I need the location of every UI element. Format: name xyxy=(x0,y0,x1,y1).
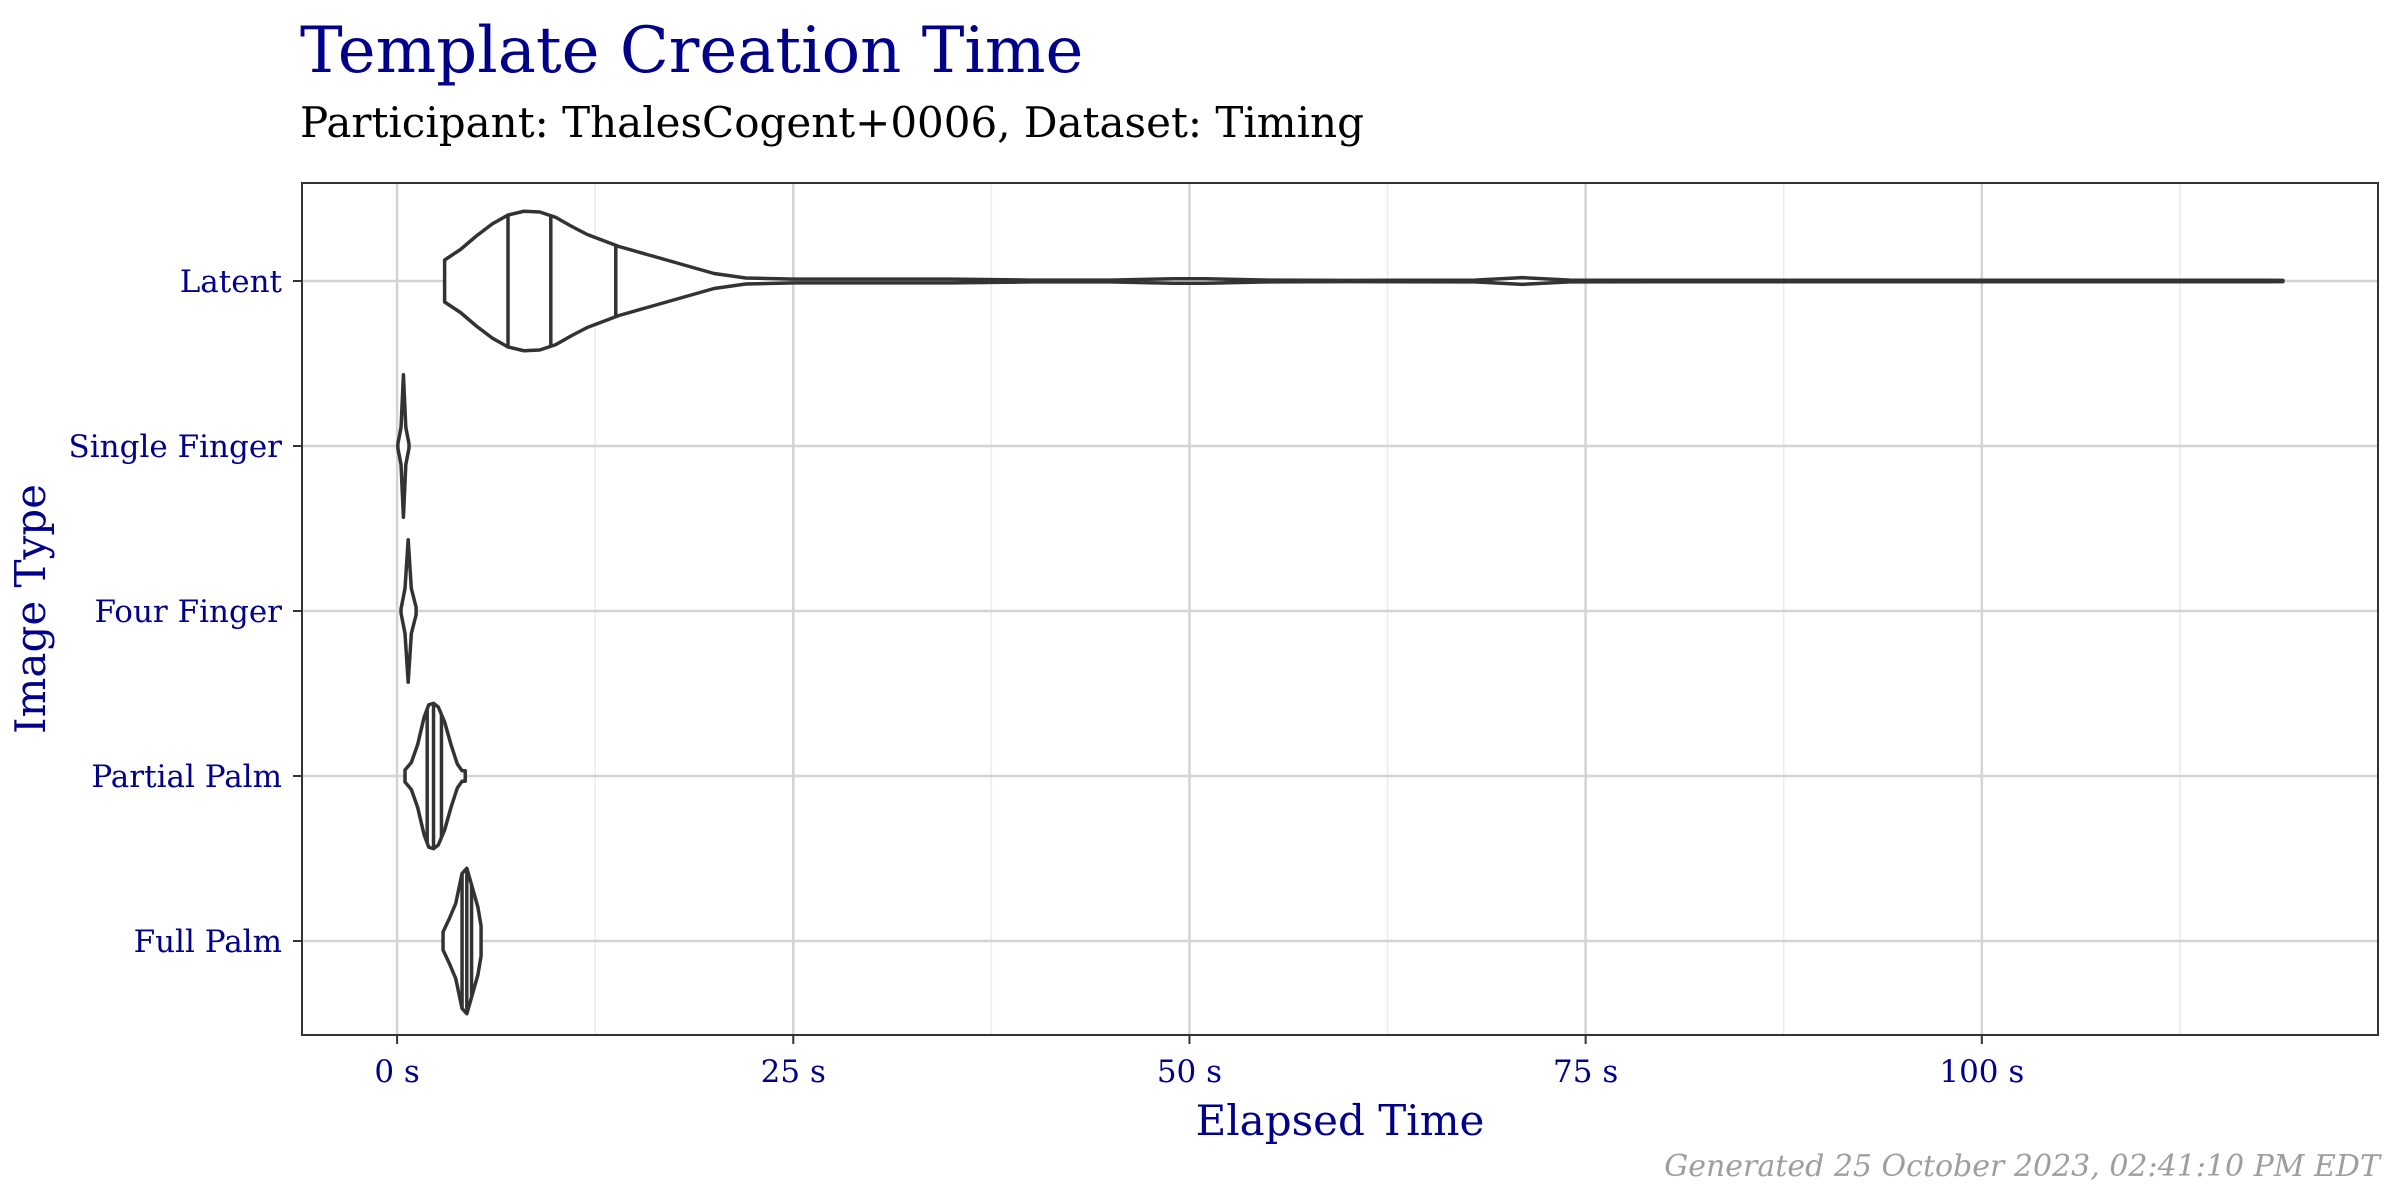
violin-single-finger xyxy=(396,373,411,519)
x-tick-label: 75 s xyxy=(1553,1054,1618,1090)
y-axis-title: Image Type xyxy=(6,484,55,734)
chart-subtitle: Participant: ThalesCogent+0006, Dataset:… xyxy=(300,98,1364,147)
y-tick-label: Single Finger xyxy=(69,429,283,465)
plot-panel-border xyxy=(301,182,2379,1036)
y-tick-label: Four Finger xyxy=(94,594,282,630)
x-axis-title: Elapsed Time xyxy=(1196,1096,1485,1145)
y-tick-label: Latent xyxy=(180,264,283,300)
x-tick-label: 100 s xyxy=(1939,1054,2024,1090)
x-tick-label: 25 s xyxy=(761,1054,826,1090)
chart-title: Template Creation Time xyxy=(300,14,1084,88)
y-tick-label: Full Palm xyxy=(134,924,282,960)
x-tick-label: 50 s xyxy=(1157,1054,1222,1090)
generated-timestamp: Generated 25 October 2023, 02:41:10 PM E… xyxy=(1664,1149,2380,1184)
violin-latent xyxy=(442,209,2285,353)
x-tick-label: 0 s xyxy=(374,1054,420,1090)
violin-four-finger xyxy=(399,538,418,684)
y-tick-label: Partial Palm xyxy=(91,759,282,795)
